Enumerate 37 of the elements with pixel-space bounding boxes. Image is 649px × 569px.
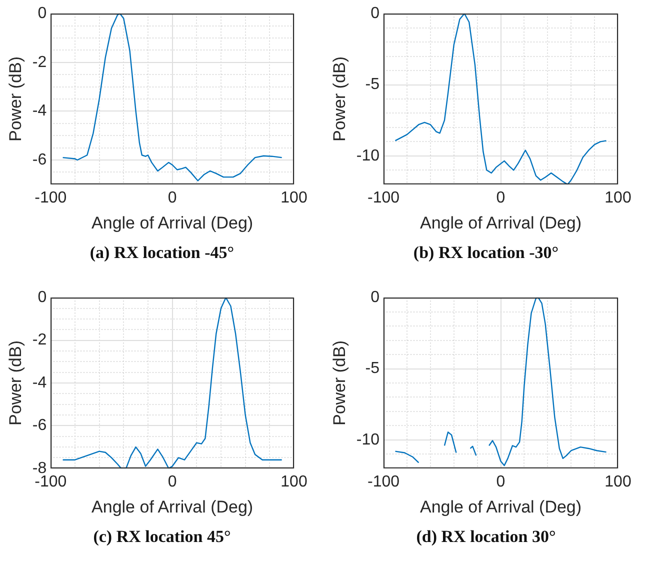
x-tick-label: 0: [168, 189, 177, 206]
x-tick-label: 100: [604, 189, 632, 206]
y-axis-title: Power (dB): [6, 56, 25, 142]
x-axis-title: Angle of Arrival (Deg): [92, 213, 254, 232]
x-tick-label: 100: [280, 189, 308, 206]
y-tick-label: 0: [370, 5, 380, 22]
x-tick-label: -100: [34, 189, 67, 206]
x-tick-label: 0: [496, 189, 506, 206]
y-tick-label: -10: [356, 147, 380, 164]
y-tick-label: 0: [38, 289, 47, 306]
x-tick-label: 0: [168, 473, 177, 490]
y-tick-label: -6: [32, 151, 47, 168]
x-axis-title: Angle of Arrival (Deg): [420, 213, 582, 232]
y-tick-label: 0: [38, 5, 47, 22]
y-tick-label: -10: [356, 431, 380, 448]
text: (b) RX location -30°: [412, 243, 560, 263]
x-tick-label: -100: [368, 473, 400, 490]
text: (c) RX location 45°: [92, 527, 232, 547]
text: (a) RX location -45°: [88, 243, 236, 263]
y-axis-title: Power (dB): [6, 340, 25, 426]
y-tick-label: -4: [32, 102, 47, 120]
x-tick-label: 100: [604, 473, 632, 490]
y-tick-label: -2: [32, 332, 47, 349]
y-tick-label: 0: [370, 289, 380, 306]
y-tick-label: -2: [32, 54, 47, 71]
y-axis-title: Power (dB): [330, 56, 349, 142]
text: (d) RX location 30°: [415, 527, 557, 547]
y-tick-label: -5: [365, 76, 380, 94]
x-tick-label: 0: [496, 473, 506, 490]
x-axis-title: Angle of Arrival (Deg): [420, 497, 582, 516]
x-tick-label: -100: [368, 189, 400, 206]
y-tick-label: -4: [32, 374, 47, 392]
y-tick-label: -6: [32, 417, 47, 434]
y-axis-title: Power (dB): [330, 340, 349, 426]
x-tick-label: 100: [280, 473, 308, 490]
x-axis-title: Angle of Arrival (Deg): [92, 497, 254, 516]
y-tick-label: -5: [365, 360, 380, 378]
